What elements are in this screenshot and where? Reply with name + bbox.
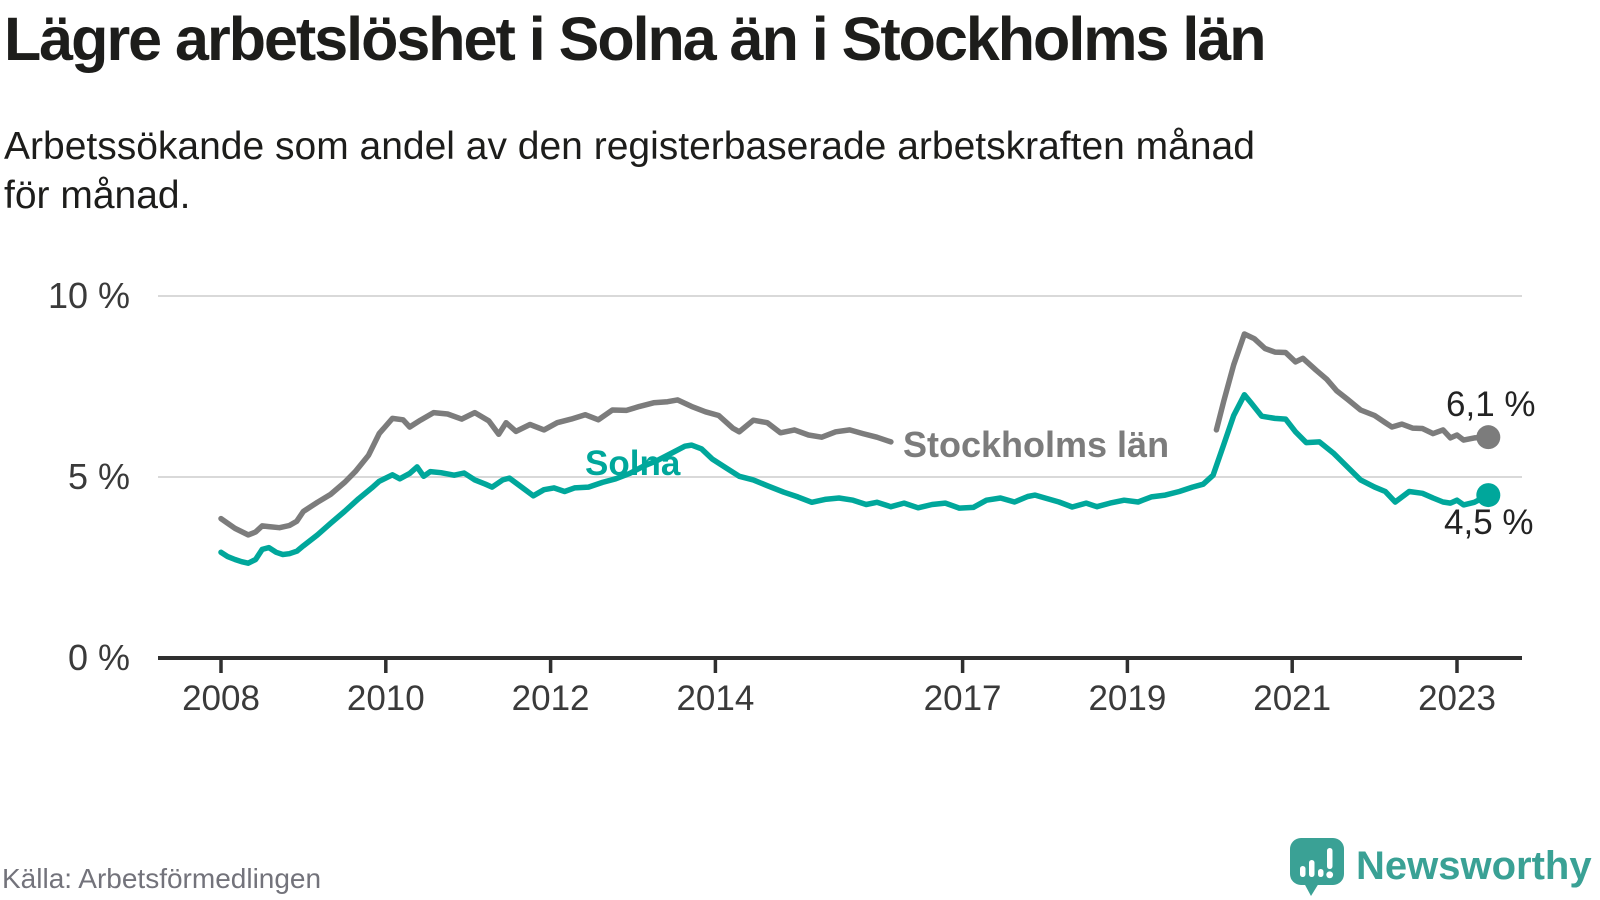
series-line-stockholms-l-n <box>218 397 894 538</box>
series-line-stockholms-l-n <box>1213 331 1492 443</box>
newsworthy-logo-text: Newsworthy <box>1356 844 1592 888</box>
series-end-dot-stockholms-l-n <box>1476 425 1501 450</box>
end-value-label-solna: 4,5 % <box>1444 503 1534 542</box>
series-line-solna <box>218 392 1492 566</box>
source-attribution: Källa: Arbetsförmedlingen <box>2 863 322 894</box>
x-tick-label: 2010 <box>347 679 425 718</box>
x-tick-label: 2008 <box>182 679 260 718</box>
y-tick-label: 0 % <box>68 637 130 678</box>
series-end-dot-solna <box>1476 483 1501 508</box>
newsworthy-logo-icon <box>1290 838 1344 896</box>
series-label-stockholms-lan: Stockholms län <box>903 424 1170 465</box>
x-tick-label: 2017 <box>924 679 1002 718</box>
x-tick-label: 2012 <box>512 679 590 718</box>
end-value-label-stockholms-lan: 6,1 % <box>1446 385 1536 424</box>
x-tick-label: 2019 <box>1088 679 1166 718</box>
page-title: Lägre arbetslöshet i Solna än i Stockhol… <box>4 5 1267 73</box>
x-tick-label: 2023 <box>1418 679 1496 718</box>
newsworthy-logo: Newsworthy <box>1288 836 1598 898</box>
x-tick-label: 2014 <box>676 679 754 718</box>
y-tick-label: 5 % <box>68 456 130 497</box>
y-tick-label: 10 % <box>48 275 130 316</box>
x-tick-label: 2021 <box>1253 679 1331 718</box>
subtitle-line-1: Arbetssökande som andel av den registerb… <box>4 125 1255 168</box>
subtitle-line-2: för månad. <box>4 174 191 217</box>
page-subtitle: Arbetssökande som andel av den registerb… <box>4 122 1564 220</box>
series-label-solna: Solna <box>585 444 681 483</box>
